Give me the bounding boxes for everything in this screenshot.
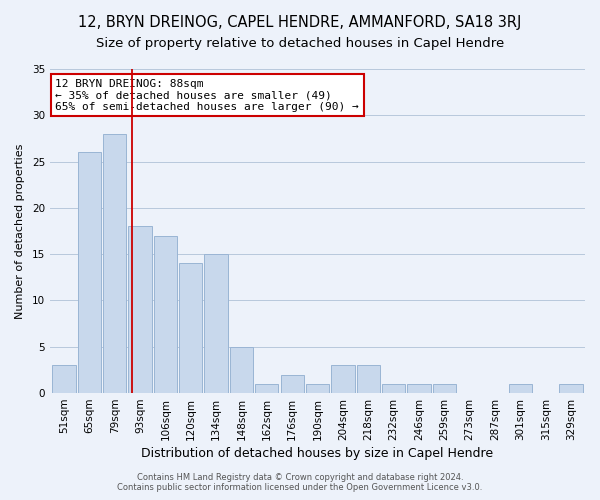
Bar <box>509 384 532 393</box>
Bar <box>52 366 76 393</box>
Bar <box>77 152 101 393</box>
Bar <box>281 374 304 393</box>
Bar <box>306 384 329 393</box>
Bar <box>154 236 177 393</box>
Bar <box>407 384 431 393</box>
Text: Contains HM Land Registry data © Crown copyright and database right 2024.
Contai: Contains HM Land Registry data © Crown c… <box>118 473 482 492</box>
Bar <box>255 384 278 393</box>
Bar <box>382 384 405 393</box>
Bar <box>128 226 152 393</box>
Bar <box>356 366 380 393</box>
Text: 12 BRYN DREINOG: 88sqm
← 35% of detached houses are smaller (49)
65% of semi-det: 12 BRYN DREINOG: 88sqm ← 35% of detached… <box>55 78 359 112</box>
Text: Size of property relative to detached houses in Capel Hendre: Size of property relative to detached ho… <box>96 38 504 51</box>
Bar <box>205 254 228 393</box>
Bar <box>103 134 127 393</box>
Bar <box>331 366 355 393</box>
Bar <box>433 384 456 393</box>
Y-axis label: Number of detached properties: Number of detached properties <box>15 144 25 318</box>
Bar <box>179 264 202 393</box>
Text: 12, BRYN DREINOG, CAPEL HENDRE, AMMANFORD, SA18 3RJ: 12, BRYN DREINOG, CAPEL HENDRE, AMMANFOR… <box>79 15 521 30</box>
Bar <box>230 347 253 393</box>
Bar <box>559 384 583 393</box>
X-axis label: Distribution of detached houses by size in Capel Hendre: Distribution of detached houses by size … <box>142 447 494 460</box>
